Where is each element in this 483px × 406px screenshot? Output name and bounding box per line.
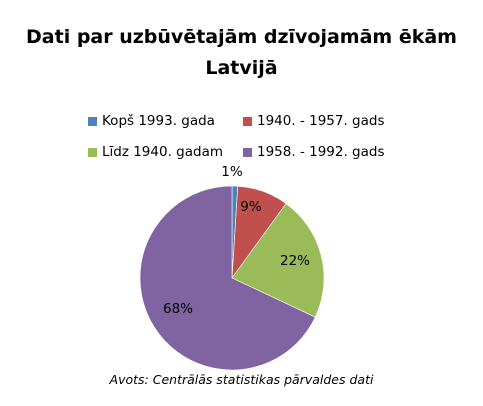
legend-swatch [88,117,97,126]
legend-item-kops-1993: Kopš 1993. gada [88,104,215,139]
pie-label-1: 9% [240,199,262,215]
pie-label-3: 68% [163,301,193,317]
legend-item-1958-1992: 1958. - 1992. gads [243,135,385,170]
legend-label: Līdz 1940. gadam [102,144,223,160]
legend-item-lidz-1940: Līdz 1940. gadam [88,135,223,170]
chart-title: Dati par uzbūvētajām dzīvojamām ēkām Lat… [0,22,483,84]
chart-title-line2: Latvijā [205,57,278,79]
chart-source: Avots: Centrālās statistikas pārvaldes d… [109,372,374,387]
legend-swatch [243,148,252,157]
legend-swatch [88,148,97,157]
legend-swatch [243,117,252,126]
legend-item-1940-1957: 1940. - 1957. gads [243,104,385,139]
pie-label-0: 1% [221,164,243,180]
legend-label: 1958. - 1992. gads [257,144,385,160]
chart-title-line1: Dati par uzbūvētajām dzīvojamām ēkām [26,26,457,48]
pie-label-2: 22% [280,253,310,269]
legend-label: Kopš 1993. gada [102,113,215,129]
legend-label: 1940. - 1957. gads [257,113,385,129]
pie-slice-3 [139,185,316,371]
